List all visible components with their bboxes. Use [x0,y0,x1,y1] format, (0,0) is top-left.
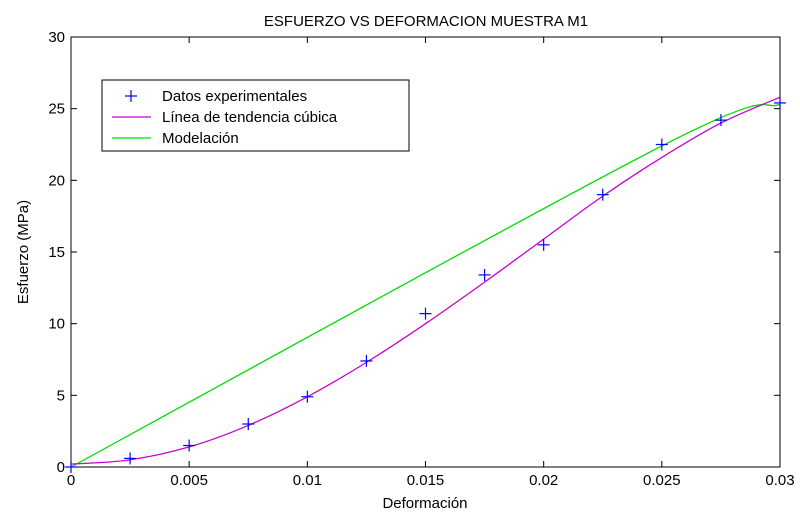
legend-box [101,79,410,152]
data-point-marker [714,114,727,127]
data-point-marker [774,96,786,109]
data-point-marker [419,307,432,320]
x-tick-label: 0.02 [529,472,558,489]
y-tick-label: 5 [57,387,65,404]
data-point-marker [596,188,609,201]
data-point-marker [301,390,314,403]
y-tick-label: 0 [57,459,65,476]
x-axis-title: Deformación [382,495,467,512]
legend-label: Línea de tendencia cúbica [162,109,338,126]
y-tick-label: 30 [48,29,65,46]
data-point-marker [537,238,550,251]
legend: Datos experimentales Línea de tendencia c… [101,79,410,152]
x-axis: 0 0.005 0.01 0.015 0.02 0.025 0.03 [67,37,795,489]
data-point-marker [183,439,196,452]
chart-title: ESFUERZO VS DEFORMACION MUESTRA M1 [264,13,588,30]
x-tick-label: 0 [67,472,75,489]
x-tick-label: 0.015 [407,472,445,489]
data-point-marker [478,268,491,281]
y-tick-label: 10 [48,316,65,333]
series-layer [65,96,786,473]
data-point-marker [124,452,137,465]
x-tick-label: 0.03 [765,472,794,489]
data-point-marker [242,418,255,430]
x-tick-label: 0.005 [170,472,208,489]
data-point-marker [360,354,373,367]
legend-label: Modelación [162,130,239,147]
legend-marker-plus [125,90,137,102]
legend-label: Datos experimentales [162,88,307,105]
y-tick-label: 25 [48,101,65,118]
y-tick-label: 15 [48,244,65,261]
x-tick-label: 0.025 [643,472,681,489]
data-point-marker [65,461,77,473]
data-point-marker [655,138,668,151]
y-axis-title: Esfuerzo (MPa) [15,200,32,304]
y-tick-label: 20 [48,172,65,189]
x-tick-label: 0.01 [293,472,322,489]
y-axis: 0 5 10 15 20 25 30 [48,29,780,476]
